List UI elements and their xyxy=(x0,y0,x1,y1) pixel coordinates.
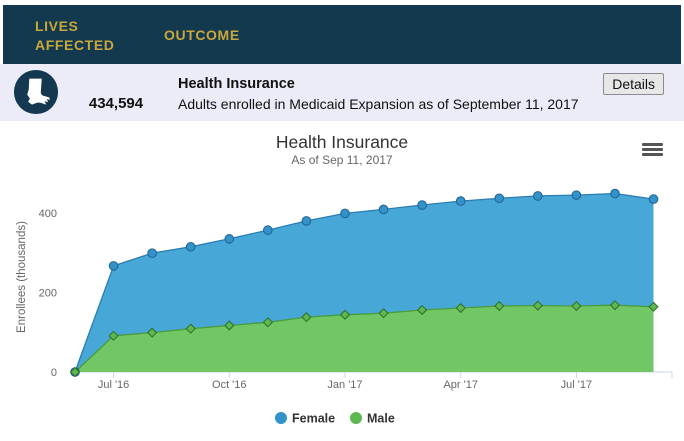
female-data-point xyxy=(533,191,543,201)
x-tick-label: Oct '16 xyxy=(212,379,247,391)
chart-context-menu-button[interactable] xyxy=(638,137,668,161)
y-tick-label: 200 xyxy=(39,288,57,300)
male-legend-marker-icon xyxy=(350,412,362,424)
female-data-point xyxy=(301,216,312,226)
y-tick-label: 0 xyxy=(51,367,57,379)
male-data-point xyxy=(571,300,582,312)
tab-lives-affected[interactable]: LIVES AFFECTED xyxy=(35,18,115,53)
header-bar: LIVES AFFECTED OUTCOME xyxy=(3,5,681,64)
female-data-point xyxy=(648,194,659,204)
male-data-point xyxy=(339,309,351,320)
x-tick-label: Jan '17 xyxy=(327,379,362,391)
x-tick-label: Apr '17 xyxy=(443,379,478,391)
chart-subtitle: As of Sep 11, 2017 xyxy=(291,153,393,167)
female-data-point xyxy=(417,200,427,210)
female-data-point xyxy=(147,248,157,258)
legend-label: Male xyxy=(367,412,395,426)
male-data-point xyxy=(147,327,158,338)
male-data-point xyxy=(301,312,312,323)
y-axis-title: Enrollees (thousands) xyxy=(16,221,28,333)
female-area-series xyxy=(75,193,654,372)
x-tick-label: Jul '17 xyxy=(561,379,592,391)
summary-title: Health Insurance xyxy=(178,76,295,92)
summary-row: 434,594 Health Insurance Adults enrolled… xyxy=(0,64,684,121)
female-data-point xyxy=(108,261,119,271)
male-series-line xyxy=(74,304,654,373)
legend-label: Female xyxy=(292,412,335,426)
chart-title: Health Insurance xyxy=(276,132,408,152)
chart-card: Health Insurance As of Sep 11, 2017 0 200 40… xyxy=(0,121,684,436)
y-tick-label: 400 xyxy=(39,208,57,220)
hamburger-menu-icon xyxy=(642,148,663,151)
female-data-point xyxy=(185,241,196,252)
summary-description: Adults enrolled in Medicaid Expansion as… xyxy=(178,96,579,112)
female-data-point xyxy=(340,208,350,219)
female-series-line xyxy=(74,192,654,373)
female-data-point xyxy=(494,193,505,204)
male-data-point xyxy=(224,320,235,331)
female-data-point xyxy=(455,196,466,206)
male-data-point xyxy=(609,300,621,311)
legend-item-female[interactable]: Female xyxy=(275,412,335,426)
female-data-point xyxy=(224,234,235,244)
male-data-point xyxy=(378,308,389,319)
tab-outcome[interactable]: OUTCOME xyxy=(164,27,240,43)
male-data-point xyxy=(455,302,466,314)
male-data-point xyxy=(417,304,428,316)
male-data-point xyxy=(108,330,119,341)
hamburger-menu-icon xyxy=(642,143,663,146)
female-data-point xyxy=(571,190,582,200)
male-area-series xyxy=(75,305,654,372)
male-data-point xyxy=(494,300,505,312)
female-data-point xyxy=(378,204,389,215)
male-data-point xyxy=(69,366,81,378)
female-legend-marker-icon xyxy=(275,412,287,424)
female-data-point xyxy=(610,188,620,199)
male-data-point xyxy=(185,323,196,334)
legend-item-male[interactable]: Male xyxy=(350,412,395,426)
hamburger-menu-icon xyxy=(642,153,663,156)
lives-affected-value: 434,594 xyxy=(88,95,144,112)
female-data-point xyxy=(263,225,273,235)
male-data-point xyxy=(532,300,543,311)
male-data-point xyxy=(262,317,273,328)
details-button[interactable]: Details xyxy=(603,73,664,95)
louisiana-state-icon xyxy=(13,69,59,115)
male-data-point xyxy=(648,301,659,312)
chart-legend: Female Male xyxy=(275,412,395,426)
x-tick-label: Jul '16 xyxy=(98,379,129,391)
